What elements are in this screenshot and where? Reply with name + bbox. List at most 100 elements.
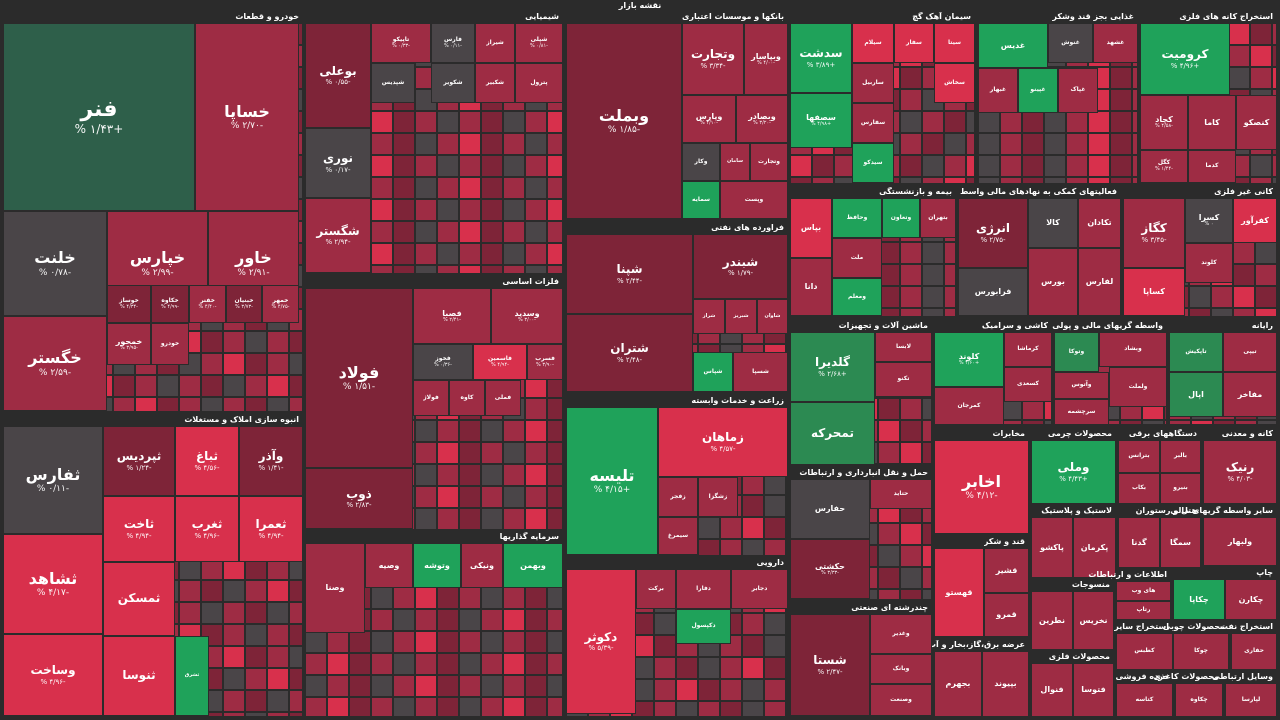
stock-tile[interactable]: وبانک <box>870 654 932 684</box>
small-stock-tile[interactable] <box>654 635 676 657</box>
stock-tile[interactable]: پترول <box>515 63 563 103</box>
small-stock-tile[interactable] <box>525 398 547 420</box>
stock-tile[interactable]: سدشت +۳/۸۹ % <box>790 23 852 93</box>
stock-tile[interactable]: دکپسول <box>676 609 731 644</box>
small-stock-tile[interactable] <box>1233 264 1255 286</box>
small-stock-tile[interactable] <box>1132 155 1138 177</box>
small-stock-tile[interactable] <box>1257 420 1277 425</box>
small-stock-tile[interactable] <box>786 657 788 679</box>
small-stock-tile[interactable] <box>437 697 459 717</box>
small-stock-tile[interactable] <box>503 155 525 177</box>
stock-tile[interactable]: کاما <box>1188 95 1236 150</box>
small-stock-tile[interactable] <box>1272 67 1277 89</box>
small-stock-tile[interactable] <box>547 199 563 221</box>
small-stock-tile[interactable] <box>393 265 415 274</box>
small-stock-tile[interactable] <box>223 397 245 412</box>
small-stock-tile[interactable] <box>525 243 547 265</box>
small-stock-tile[interactable] <box>547 508 563 530</box>
small-stock-tile[interactable] <box>415 486 437 508</box>
small-stock-tile[interactable] <box>437 442 459 464</box>
small-stock-tile[interactable] <box>742 539 764 556</box>
small-stock-tile[interactable] <box>878 589 900 600</box>
small-stock-tile[interactable] <box>503 221 525 243</box>
small-stock-tile[interactable] <box>371 631 393 653</box>
stock-tile[interactable]: بورس <box>1028 248 1078 316</box>
small-stock-tile[interactable] <box>459 265 481 274</box>
small-stock-tile[interactable] <box>459 243 481 265</box>
stock-tile[interactable]: شیراز <box>475 23 515 63</box>
small-stock-tile[interactable] <box>201 580 223 602</box>
stock-tile[interactable]: وصیه <box>365 543 413 588</box>
small-stock-tile[interactable] <box>1250 23 1272 45</box>
small-stock-tile[interactable] <box>393 199 415 221</box>
stock-tile[interactable]: وکار <box>682 143 720 181</box>
small-stock-tile[interactable] <box>922 242 944 264</box>
small-stock-tile[interactable] <box>393 609 415 631</box>
stock-tile[interactable]: چکارن <box>1225 579 1277 620</box>
small-stock-tile[interactable] <box>720 679 742 701</box>
small-stock-tile[interactable] <box>654 701 676 717</box>
small-stock-tile[interactable] <box>676 701 698 717</box>
small-stock-tile[interactable] <box>503 111 525 133</box>
small-stock-tile[interactable] <box>503 587 525 609</box>
small-stock-tile[interactable] <box>547 221 563 243</box>
small-stock-tile[interactable] <box>1088 155 1110 177</box>
small-stock-tile[interactable] <box>327 675 349 697</box>
small-stock-tile[interactable] <box>459 199 481 221</box>
small-stock-tile[interactable] <box>503 675 525 697</box>
small-stock-tile[interactable] <box>503 697 525 717</box>
stock-tile[interactable]: شگستر -۲/۹۴ % <box>305 198 371 273</box>
small-stock-tile[interactable] <box>922 545 932 567</box>
small-stock-tile[interactable] <box>764 539 786 556</box>
small-stock-tile[interactable] <box>223 712 245 717</box>
stock-tile[interactable]: ولملت <box>1109 367 1167 407</box>
small-stock-tile[interactable] <box>742 613 764 635</box>
small-stock-tile[interactable] <box>1044 177 1066 184</box>
small-stock-tile[interactable] <box>720 701 742 717</box>
small-stock-tile[interactable] <box>289 712 303 717</box>
small-stock-tile[interactable] <box>1044 111 1066 133</box>
stock-tile[interactable]: وبملت -۱/۸۵ % <box>566 23 682 219</box>
small-stock-tile[interactable] <box>900 155 922 177</box>
small-stock-tile[interactable] <box>525 464 547 486</box>
stock-tile[interactable]: فارس -۰/۱۱ % <box>431 23 475 63</box>
stock-tile[interactable]: وتجارت <box>750 143 788 181</box>
small-stock-tile[interactable] <box>1110 155 1132 177</box>
stock-tile[interactable]: ومعلم <box>832 278 882 316</box>
small-stock-tile[interactable] <box>764 679 786 701</box>
stock-tile[interactable]: خگستر -۲/۵۹ % <box>3 316 107 411</box>
stock-tile[interactable]: فرابورس <box>958 268 1028 316</box>
small-stock-tile[interactable] <box>371 111 393 133</box>
small-stock-tile[interactable] <box>437 265 459 274</box>
stock-tile[interactable]: شپاس <box>693 352 733 392</box>
small-stock-tile[interactable] <box>459 653 481 675</box>
small-stock-tile[interactable] <box>415 587 437 609</box>
small-stock-tile[interactable] <box>1189 286 1211 308</box>
small-stock-tile[interactable] <box>179 580 201 602</box>
small-stock-tile[interactable] <box>900 308 922 317</box>
stock-tile[interactable]: وپارس -۴/۱۰ % <box>682 95 736 143</box>
small-stock-tile[interactable] <box>720 657 742 679</box>
stock-tile[interactable]: کساپا <box>1123 268 1185 316</box>
stock-tile[interactable]: وتعاون <box>882 198 920 238</box>
small-stock-tile[interactable] <box>547 464 563 486</box>
small-stock-tile[interactable] <box>503 631 525 653</box>
stock-tile[interactable]: شکبیر <box>475 63 515 103</box>
stock-tile[interactable]: ثاخت -۴/۹۴ % <box>103 496 175 562</box>
small-stock-tile[interactable] <box>267 602 289 624</box>
stock-tile[interactable]: بوعلی -۰/۵۵ % <box>305 23 371 128</box>
small-stock-tile[interactable] <box>547 631 563 653</box>
small-stock-tile[interactable] <box>415 243 437 265</box>
stock-tile[interactable]: کگاز -۳/۴۵ % <box>1123 198 1185 268</box>
stock-tile[interactable]: کسعدی <box>1004 367 1052 402</box>
small-stock-tile[interactable] <box>1132 177 1138 184</box>
small-stock-tile[interactable] <box>223 624 245 646</box>
small-stock-tile[interactable] <box>371 265 393 274</box>
small-stock-tile[interactable] <box>113 375 135 397</box>
small-stock-tile[interactable] <box>786 495 788 517</box>
small-stock-tile[interactable] <box>393 177 415 199</box>
small-stock-tile[interactable] <box>481 155 503 177</box>
stock-tile[interactable]: سصفها +۴/۹۸ % <box>790 93 852 148</box>
stock-tile[interactable]: لپارسا <box>1225 683 1277 717</box>
small-stock-tile[interactable] <box>371 697 393 717</box>
